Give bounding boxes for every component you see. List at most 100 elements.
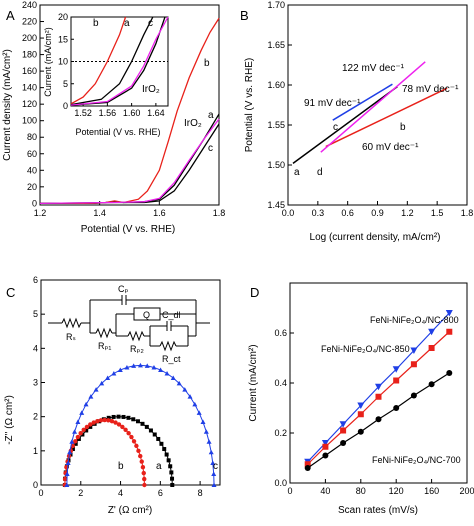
data-point xyxy=(99,380,105,386)
fit-curve xyxy=(64,416,173,486)
inset-line-iro2 xyxy=(70,16,169,106)
panel-c: C Z' (Ω cm²) -Z'' (Ω cm²) 0 2 4 6 8 0 1 2 3 4 5 6 xyxy=(4,275,221,516)
data-point xyxy=(445,310,453,317)
x-tick-label: 1.4 xyxy=(93,208,106,218)
data-point xyxy=(192,401,198,407)
x-tick-label: 1.6 xyxy=(153,208,166,218)
data-point xyxy=(121,414,126,419)
slope-label-3: 78 mV dec⁻¹ xyxy=(402,84,459,95)
x-tick-label: 80 xyxy=(356,486,366,496)
data-point xyxy=(126,415,131,420)
cv-series-0 xyxy=(304,310,453,466)
inset-label-c: c xyxy=(148,18,153,29)
data-point xyxy=(428,345,435,351)
resistor-rp1 xyxy=(95,327,113,339)
tafel-line-b xyxy=(325,87,448,148)
data-point xyxy=(392,366,400,373)
data-point xyxy=(170,476,175,481)
y-tick-label: 1.60 xyxy=(267,80,285,90)
x-tick-label: 0.3 xyxy=(312,208,325,218)
data-point xyxy=(162,447,167,452)
data-point xyxy=(141,470,146,476)
data-point xyxy=(75,434,81,440)
data-point xyxy=(106,415,111,420)
cv-series-2 xyxy=(304,370,453,471)
data-point xyxy=(102,417,107,423)
data-point xyxy=(83,401,89,407)
inset-y-tick-label: 20 xyxy=(58,12,68,22)
line-label-c: c xyxy=(333,122,338,133)
series-label-a: a xyxy=(208,110,214,121)
data-point xyxy=(111,370,117,376)
y-axis-label-c: -Z'' (Ω cm²) xyxy=(4,395,15,445)
data-point xyxy=(164,370,170,376)
y-tick-label: 1.65 xyxy=(267,40,285,50)
inset-x-tick-label: 1.60 xyxy=(123,108,141,118)
data-point xyxy=(124,364,130,370)
tafel-line-a xyxy=(292,85,398,165)
y-tick-label: 0 xyxy=(33,480,38,490)
data-point xyxy=(88,422,93,427)
data-point xyxy=(95,418,100,424)
data-point xyxy=(148,428,153,433)
legend-label-800: FeNi-NiFe₂O₄/NC-800 xyxy=(370,315,459,325)
y-axis-label-b: Potential (V vs. RHE) xyxy=(244,58,255,152)
x-tick-label: 120 xyxy=(389,486,404,496)
data-point xyxy=(131,417,136,422)
y-tick-label: 0.2 xyxy=(274,428,287,438)
y-tick-label: 240 xyxy=(22,0,37,10)
y-tick-label: 160 xyxy=(22,66,37,76)
data-point xyxy=(211,482,217,487)
x-axis-label-c: Z' (Ω cm²) xyxy=(108,505,152,516)
nyquist-series-c xyxy=(64,362,217,487)
tafel-line-c xyxy=(332,83,393,121)
nyquist-series-b xyxy=(62,417,147,488)
inset-label-b: b xyxy=(93,18,99,29)
fit-curve xyxy=(64,419,145,486)
data-point xyxy=(62,476,68,482)
data-point xyxy=(91,420,96,425)
circuit-label-rct: R_ct xyxy=(162,354,181,364)
circuit-label-cp: Cₚ xyxy=(118,284,128,294)
data-point xyxy=(156,436,161,441)
data-point xyxy=(137,362,143,368)
data-point xyxy=(116,414,121,419)
data-point xyxy=(357,411,364,418)
data-point xyxy=(170,375,176,380)
data-point xyxy=(410,392,417,399)
x-tick-label: 1.8 xyxy=(213,208,226,218)
y-tick-label: 2 xyxy=(33,412,38,422)
data-point xyxy=(375,383,382,391)
y-tick-label: 1 xyxy=(33,446,38,456)
data-point xyxy=(73,441,78,446)
data-point xyxy=(375,393,382,400)
data-point xyxy=(164,452,169,457)
data-point xyxy=(196,410,202,415)
data-point xyxy=(144,363,150,368)
y-tick-label: 5 xyxy=(33,309,38,319)
cv-series-1 xyxy=(304,328,453,468)
data-point xyxy=(116,422,122,427)
data-point xyxy=(65,460,71,466)
x-tick-label: 160 xyxy=(424,486,439,496)
data-point xyxy=(75,419,81,425)
data-point xyxy=(210,460,216,466)
data-point xyxy=(152,432,157,437)
line-label-a: a xyxy=(294,167,300,178)
data-point xyxy=(136,448,141,454)
data-point xyxy=(140,465,146,470)
data-point xyxy=(446,328,453,335)
inset-y-tick-label: 0 xyxy=(63,101,68,111)
y-tick-label: 1.50 xyxy=(267,160,285,170)
data-point xyxy=(357,402,365,409)
x-tick-label: 6 xyxy=(158,488,163,498)
inset-a: Potential (V vs. RHE) Current (mA/cm²) 1… xyxy=(43,12,169,137)
inset-x-tick-label: 1.52 xyxy=(74,108,92,118)
data-point xyxy=(134,443,139,449)
data-point xyxy=(140,421,145,426)
data-point xyxy=(208,449,214,455)
resistor-rs xyxy=(61,317,82,329)
data-point xyxy=(170,483,175,487)
equivalent-circuit xyxy=(48,295,210,352)
